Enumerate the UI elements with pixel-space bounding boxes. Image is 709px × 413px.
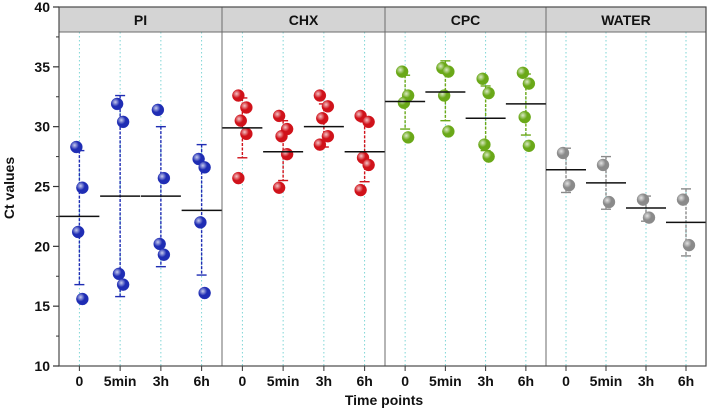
data-point — [362, 115, 375, 129]
data-point — [682, 238, 696, 252]
x-tick-label: 0 — [401, 373, 409, 389]
y-tick-label: 10 — [34, 358, 50, 374]
data-point — [153, 237, 166, 251]
data-point — [313, 89, 327, 102]
data-point — [596, 158, 610, 172]
data-point — [676, 193, 690, 206]
data-point — [362, 158, 375, 172]
data-point — [442, 65, 455, 78]
y-axis-title: Ct values — [1, 157, 17, 219]
x-tick-label: 5min — [590, 373, 623, 389]
data-point — [240, 127, 253, 141]
x-tick-label: 3h — [477, 373, 493, 389]
error-bar — [601, 155, 611, 210]
data-point — [157, 171, 171, 185]
data-point — [110, 97, 124, 111]
data-point — [478, 138, 491, 151]
data-point — [234, 114, 247, 127]
data-point — [354, 183, 367, 197]
data-point — [157, 248, 171, 261]
data-point — [194, 216, 207, 229]
x-tick-label: 6h — [518, 373, 534, 389]
x-tick-label: 3h — [316, 373, 332, 389]
data-point — [71, 225, 85, 239]
y-tick-label: 25 — [34, 179, 50, 195]
data-point — [232, 171, 245, 185]
data-point — [76, 292, 89, 306]
data-point — [482, 86, 495, 100]
x-tick-label: 6h — [356, 373, 372, 389]
data-point — [313, 138, 327, 151]
data-point — [556, 146, 570, 160]
data-point — [321, 130, 335, 143]
y-tick-label: 40 — [34, 0, 50, 15]
panel-header-chx — [221, 6, 386, 33]
data-point — [116, 115, 130, 129]
data-point — [602, 195, 616, 209]
x-tick-label: 6h — [678, 373, 694, 389]
x-tick-label: 5min — [267, 373, 300, 389]
data-point — [518, 110, 531, 124]
data-point — [321, 100, 335, 113]
data-point — [76, 181, 89, 194]
data-point — [397, 96, 411, 109]
x-axis-title: Time points — [345, 392, 424, 408]
data-point — [70, 140, 83, 154]
data-point — [316, 112, 329, 125]
data-point — [198, 286, 211, 300]
data-point — [116, 278, 130, 291]
data-point — [272, 109, 286, 123]
y-tick-label: 15 — [34, 298, 50, 314]
data-point — [642, 211, 656, 224]
x-tick-label: 5min — [104, 373, 137, 389]
panel-title-pi: PI — [134, 12, 147, 28]
y-tick-label: 35 — [34, 59, 50, 75]
axis-layer: 0 5min 3h 6h 0 5min 3h 6h 0 5min 3h 6h 0 5min 3h 6h 10 15… — [34, 0, 707, 389]
data-point — [516, 66, 530, 80]
y-tick-label: 30 — [34, 119, 50, 135]
x-tick-label: 5min — [429, 373, 462, 389]
data-point — [112, 267, 126, 281]
data-point — [151, 103, 165, 117]
data-point — [442, 125, 455, 138]
data-point — [522, 77, 536, 90]
data-point — [522, 139, 536, 153]
data-point — [636, 193, 650, 206]
data-layer — [59, 60, 706, 306]
panel-layer: PI CHX CPC WATER — [58, 6, 707, 366]
x-tick-label: 0 — [238, 373, 246, 389]
data-point — [482, 150, 495, 163]
data-point — [275, 130, 288, 143]
data-point — [280, 147, 294, 161]
data-point — [401, 131, 415, 144]
x-tick-label: 3h — [153, 373, 169, 389]
panel-header-pi — [58, 6, 223, 33]
y-tick-label: 20 — [34, 238, 50, 254]
data-point — [198, 161, 211, 174]
data-point — [232, 89, 245, 102]
x-tick-label: 6h — [193, 373, 209, 389]
data-point — [476, 72, 489, 86]
panel-title-water: WATER — [601, 12, 651, 28]
data-point — [562, 179, 576, 192]
x-tick-label: 0 — [75, 373, 83, 389]
data-point — [272, 181, 286, 194]
panel-title-cpc: CPC — [451, 12, 481, 28]
x-tick-label: 0 — [562, 373, 570, 389]
x-tick-label: 3h — [638, 373, 654, 389]
data-point — [240, 101, 253, 114]
panel-title-chx: CHX — [289, 12, 319, 28]
grid-layer — [78, 32, 687, 366]
plot-frame — [58, 6, 707, 367]
data-point — [395, 65, 409, 78]
error-bar — [74, 149, 85, 286]
